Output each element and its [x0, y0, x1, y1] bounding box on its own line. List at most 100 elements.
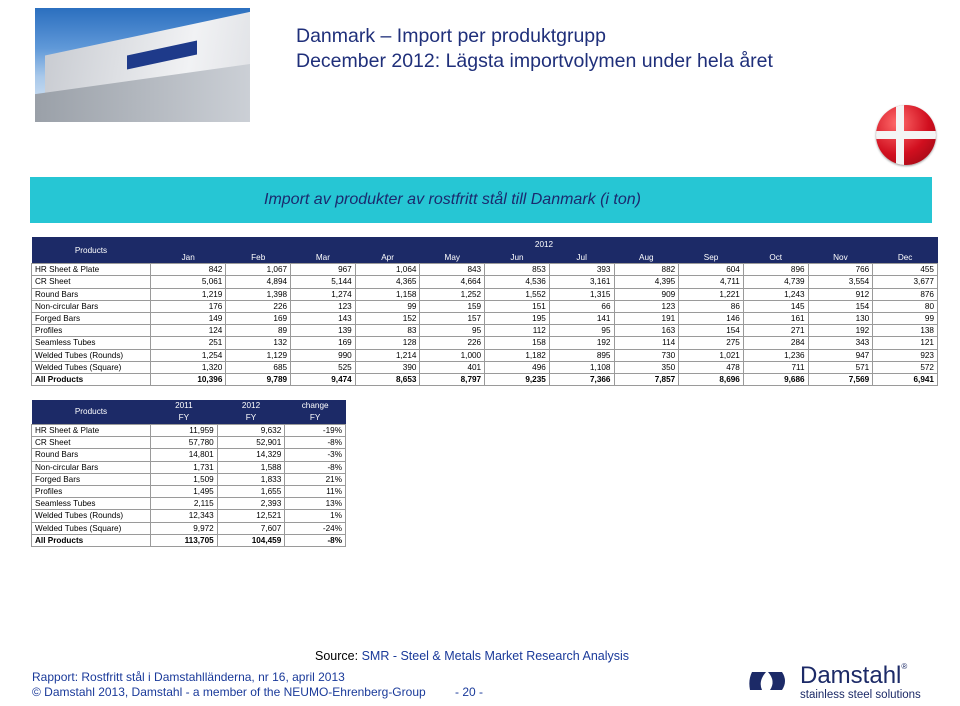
page-number: - 20 - [455, 685, 484, 699]
row-label: Welded Tubes (Rounds) [31, 348, 151, 362]
full-year-table: Products 2011 2012 change FY FY FY HR Sheet … [31, 400, 346, 548]
table-cell: 6,941 [872, 373, 938, 387]
year-header: 2012 [150, 237, 938, 252]
row-label: Forged Bars [31, 312, 151, 326]
table-cell: 124 [149, 324, 227, 338]
fy-table-cell: 1,833 [216, 472, 286, 487]
table-cell: 10,396 [149, 373, 227, 387]
section-banner: Import av produkter av rostfritt stål ti… [30, 177, 932, 223]
table-cell: 89 [225, 324, 292, 338]
table-cell: 157 [419, 312, 486, 326]
table-cell: 1,254 [149, 348, 227, 362]
fy-table-cell: 57,780 [150, 436, 218, 450]
fy-row-label: Seamless Tubes [31, 497, 151, 511]
table-cell: 143 [290, 312, 356, 326]
copyright: © Damstahl 2013, Damstahl - a member of … [32, 685, 426, 699]
fy-row-label: Profiles [31, 485, 151, 499]
table-cell: 95 [548, 324, 615, 338]
table-cell: 1,552 [484, 287, 550, 301]
table-cell: 226 [419, 336, 486, 350]
fy-table-cell: 1,731 [150, 460, 218, 474]
table-cell: 130 [807, 312, 874, 326]
row-label: All Products [31, 373, 151, 387]
table-cell: 1,320 [149, 360, 227, 375]
fy-row-label: Round Bars [31, 448, 151, 462]
fy-table-row: Profiles 1,495 1,655 11% [31, 485, 346, 499]
table-cell: 1,158 [354, 287, 421, 301]
fy-table-cell: 14,329 [216, 448, 286, 462]
table-cell: 284 [742, 336, 809, 350]
table-cell: 4,894 [225, 275, 292, 289]
month-header: Oct [743, 252, 809, 264]
month-header: Dec [872, 252, 938, 264]
table-cell: 1,219 [149, 287, 227, 301]
table-cell: 159 [419, 299, 486, 314]
table-cell: 8,797 [419, 373, 486, 387]
table-cell: 390 [354, 360, 421, 375]
row-label: Non-circular Bars [31, 299, 151, 314]
table-cell: 151 [484, 299, 550, 314]
table-cell: 83 [354, 324, 421, 338]
fy-row-label: HR Sheet & Plate [31, 423, 151, 438]
fy-table-cell: 9,632 [216, 423, 286, 438]
table-cell: 152 [354, 312, 421, 326]
table-cell: 896 [742, 263, 809, 277]
table-cell: 1,274 [290, 287, 356, 301]
table-cell: 4,365 [354, 275, 421, 289]
fy-column-header: change [284, 400, 346, 412]
row-label: Welded Tubes (Square) [31, 360, 151, 375]
table-row: Forged Bars 149 169 143 152 157 195 141 191 146 16… [31, 312, 938, 326]
fy-column-subheader: FY [150, 412, 218, 425]
table-cell: 146 [678, 312, 744, 326]
table-cell: 9,235 [484, 373, 550, 387]
table-cell: 275 [678, 336, 744, 350]
table-cell: 251 [149, 336, 227, 350]
table-cell: 923 [872, 348, 938, 362]
table-cell: 1,221 [678, 287, 744, 301]
table-cell: 5,061 [149, 275, 227, 289]
logo-registered: ® [901, 662, 908, 671]
fy-table-cell: 14,801 [150, 448, 218, 462]
table-cell: 123 [290, 299, 356, 314]
fy-column-header: 2011 [150, 400, 218, 412]
table-cell: 912 [807, 287, 874, 301]
month-header: Sep [678, 252, 744, 264]
table-cell: 766 [807, 263, 874, 277]
table-cell: 1,000 [419, 348, 486, 362]
table-cell: 496 [484, 360, 550, 375]
fy-table-cell: 12,343 [150, 509, 218, 523]
table-cell: 141 [548, 312, 615, 326]
total-row: All Products 10,396 9,789 9,474 8,653 8,797 9,… [31, 373, 938, 387]
table-cell: 9,789 [225, 373, 292, 387]
row-label: CR Sheet [31, 275, 151, 289]
row-label: HR Sheet & Plate [31, 263, 151, 277]
table-cell: 163 [613, 324, 680, 338]
fy-table-cell: -8% [284, 460, 346, 474]
table-cell: 176 [149, 299, 227, 314]
table-cell: 138 [872, 324, 938, 338]
table-cell: 4,711 [678, 275, 744, 289]
page-title: Danmark – Import per produktgrupp [296, 25, 606, 47]
table-cell: 1,108 [548, 360, 615, 375]
table-cell: 114 [613, 336, 680, 350]
table-cell: 4,739 [742, 275, 809, 289]
table-cell: 99 [354, 299, 421, 314]
source-line: Source: SMR - Steel & Metals Market Rese… [315, 649, 629, 663]
table-cell: 843 [419, 263, 486, 277]
table-cell: 145 [742, 299, 809, 314]
fy-table-cell: 11% [284, 485, 346, 499]
fy-table-row: Seamless Tubes 2,115 2,393 13% [31, 497, 346, 511]
table-cell: 123 [613, 299, 680, 314]
table-row: Seamless Tubes 251 132 169 128 226 158 192 114 27… [31, 336, 938, 350]
building-photo [35, 8, 250, 122]
month-header: Aug [614, 252, 679, 264]
table-cell: 990 [290, 348, 356, 362]
table-cell: 882 [613, 263, 680, 277]
table-cell: 149 [149, 312, 227, 326]
table-cell: 478 [678, 360, 744, 375]
fy-table-cell: 104,459 [216, 533, 286, 548]
table-row: Round Bars 1,219 1,398 1,274 1,158 1,252 1,552… [31, 287, 938, 301]
table-cell: 7,857 [613, 373, 680, 387]
fy-table-cell: 13% [284, 497, 346, 511]
fy-table-cell: -8% [284, 533, 346, 548]
